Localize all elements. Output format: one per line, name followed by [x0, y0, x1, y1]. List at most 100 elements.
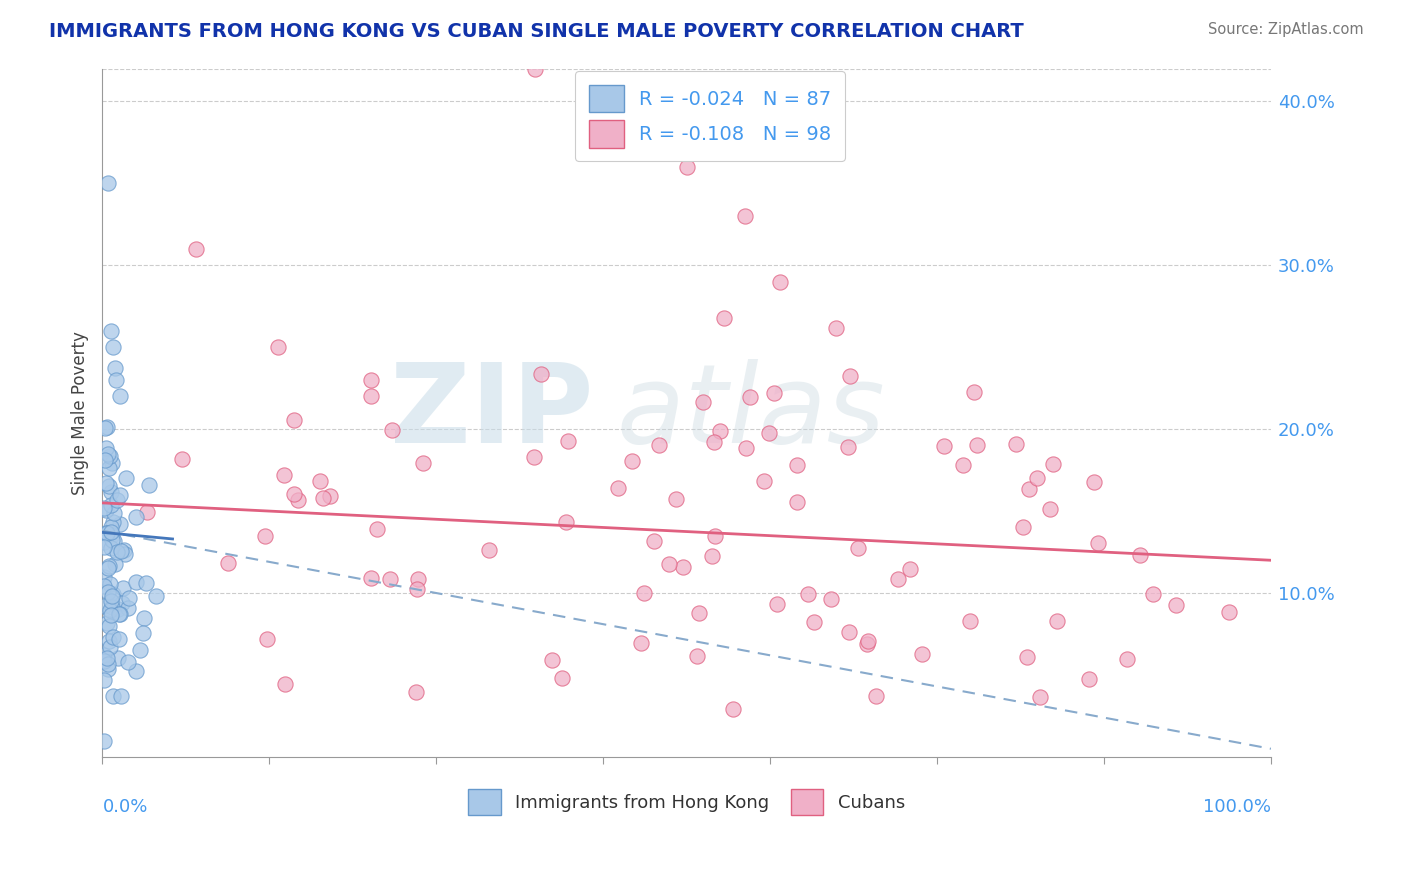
Point	[665, 491, 688, 506]
Legend: Immigrants from Hong Kong, Cubans: Immigrants from Hong Kong, Cubans	[460, 780, 914, 823]
Point	[100, 541, 122, 555]
Point	[96, 420, 118, 434]
Point	[114, 471, 136, 485]
Point	[620, 454, 643, 468]
Point	[93, 500, 115, 515]
Point	[93, 579, 115, 593]
Point	[100, 525, 122, 540]
Point	[630, 636, 652, 650]
Point	[94, 453, 117, 467]
Point	[685, 648, 707, 663]
Point	[952, 458, 974, 472]
Point	[856, 633, 879, 648]
Point	[762, 385, 785, 400]
Point	[1087, 535, 1109, 549]
Point	[98, 558, 121, 573]
Point	[135, 576, 157, 591]
Point	[104, 361, 127, 376]
Point	[886, 572, 908, 586]
Point	[959, 614, 981, 628]
Point	[1083, 475, 1105, 490]
Point	[101, 689, 124, 703]
Point	[366, 522, 388, 536]
Point	[108, 632, 131, 647]
Point	[557, 434, 579, 448]
Point	[541, 653, 564, 667]
Point	[101, 340, 124, 354]
Point	[132, 626, 155, 640]
Point	[1129, 548, 1152, 562]
Point	[671, 560, 693, 574]
Point	[118, 591, 141, 605]
Point	[100, 324, 122, 338]
Point	[797, 587, 820, 601]
Point	[360, 389, 382, 403]
Text: 100.0%: 100.0%	[1204, 798, 1271, 816]
Point	[405, 685, 427, 699]
Point	[837, 440, 859, 454]
Point	[97, 657, 120, 671]
Point	[134, 611, 156, 625]
Point	[93, 673, 115, 687]
Point	[100, 498, 122, 512]
Point	[1039, 502, 1062, 516]
Point	[114, 547, 136, 561]
Point	[713, 310, 735, 325]
Point	[734, 209, 756, 223]
Point	[1218, 605, 1240, 619]
Point	[820, 591, 842, 606]
Point	[93, 535, 115, 549]
Point	[93, 599, 115, 613]
Point	[101, 587, 124, 601]
Text: 0.0%: 0.0%	[103, 798, 148, 816]
Point	[94, 420, 117, 434]
Point	[97, 585, 120, 599]
Point	[124, 574, 146, 589]
Point	[932, 438, 955, 452]
Point	[786, 458, 808, 472]
Point	[360, 373, 382, 387]
Point	[256, 632, 278, 647]
Point	[709, 424, 731, 438]
Point	[111, 581, 134, 595]
Point	[267, 340, 290, 354]
Point	[1042, 457, 1064, 471]
Point	[283, 487, 305, 501]
Point	[110, 689, 132, 703]
Point	[172, 451, 194, 466]
Point	[752, 474, 775, 488]
Point	[703, 435, 725, 450]
Point	[318, 489, 340, 503]
Point	[1078, 672, 1101, 686]
Point	[107, 545, 129, 559]
Point	[406, 582, 429, 596]
Point	[738, 390, 761, 404]
Point	[721, 702, 744, 716]
Point	[93, 733, 115, 747]
Point	[658, 557, 681, 571]
Point	[966, 438, 988, 452]
Point	[125, 664, 148, 678]
Point	[1004, 437, 1026, 451]
Point	[100, 593, 122, 607]
Text: Source: ZipAtlas.com: Source: ZipAtlas.com	[1208, 22, 1364, 37]
Point	[478, 543, 501, 558]
Point	[105, 373, 128, 387]
Point	[105, 493, 128, 508]
Point	[1116, 652, 1139, 666]
Point	[96, 526, 118, 541]
Point	[184, 242, 207, 256]
Point	[96, 442, 118, 456]
Point	[1142, 587, 1164, 601]
Text: atlas: atlas	[617, 359, 886, 467]
Point	[100, 599, 122, 614]
Point	[100, 608, 122, 623]
Point	[381, 423, 404, 437]
Point	[97, 561, 120, 575]
Point	[412, 457, 434, 471]
Point	[530, 368, 553, 382]
Point	[702, 549, 724, 563]
Point	[555, 515, 578, 529]
Point	[97, 447, 120, 461]
Point	[94, 525, 117, 540]
